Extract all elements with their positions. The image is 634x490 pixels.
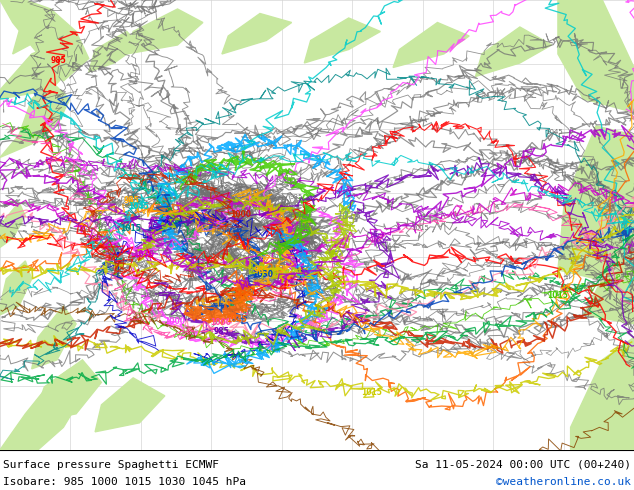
Text: 1015: 1015 bbox=[411, 224, 429, 230]
Text: 1000: 1000 bbox=[230, 210, 251, 219]
Polygon shape bbox=[32, 306, 76, 369]
Text: 985: 985 bbox=[254, 266, 269, 275]
Text: 985: 985 bbox=[214, 327, 230, 336]
Text: 1000: 1000 bbox=[210, 318, 231, 327]
Text: 1045: 1045 bbox=[226, 315, 247, 324]
Polygon shape bbox=[127, 9, 203, 54]
Text: 985: 985 bbox=[122, 203, 135, 209]
Text: Sa 11-05-2024 00:00 UTC (00+240): Sa 11-05-2024 00:00 UTC (00+240) bbox=[415, 460, 631, 470]
Text: Surface pressure Spaghetti ECMWF: Surface pressure Spaghetti ECMWF bbox=[3, 460, 219, 470]
Text: 1030: 1030 bbox=[286, 212, 304, 218]
Text: 1045: 1045 bbox=[546, 129, 564, 135]
Polygon shape bbox=[558, 126, 634, 279]
Text: Isobare: 985 1000 1015 1030 1045 hPa: Isobare: 985 1000 1015 1030 1045 hPa bbox=[3, 477, 246, 487]
Text: 985: 985 bbox=[290, 194, 303, 200]
Text: 985: 985 bbox=[94, 211, 108, 217]
Text: 1030: 1030 bbox=[293, 223, 311, 229]
Polygon shape bbox=[583, 261, 634, 324]
Polygon shape bbox=[393, 23, 469, 68]
Polygon shape bbox=[304, 18, 380, 63]
Text: 1015: 1015 bbox=[120, 224, 141, 233]
Text: 1030: 1030 bbox=[252, 270, 273, 279]
Polygon shape bbox=[0, 81, 70, 157]
Polygon shape bbox=[476, 27, 552, 76]
Text: 1045: 1045 bbox=[185, 269, 203, 275]
Polygon shape bbox=[571, 337, 634, 450]
Text: 1030: 1030 bbox=[212, 227, 230, 233]
Polygon shape bbox=[0, 369, 82, 450]
Polygon shape bbox=[0, 0, 89, 81]
Polygon shape bbox=[0, 202, 25, 247]
Text: 1015: 1015 bbox=[361, 388, 382, 397]
Text: 1015: 1015 bbox=[336, 211, 361, 221]
Text: ©weatheronline.co.uk: ©weatheronline.co.uk bbox=[496, 477, 631, 487]
Text: 1015: 1015 bbox=[274, 175, 297, 184]
Polygon shape bbox=[222, 14, 292, 54]
Polygon shape bbox=[95, 378, 165, 432]
Text: 1000: 1000 bbox=[164, 317, 185, 326]
Polygon shape bbox=[0, 261, 32, 315]
Text: 985: 985 bbox=[51, 56, 67, 65]
Text: 1015: 1015 bbox=[547, 292, 568, 300]
Text: 1030: 1030 bbox=[134, 250, 155, 259]
Text: 1045: 1045 bbox=[127, 202, 148, 211]
Text: 1045: 1045 bbox=[143, 292, 160, 298]
Polygon shape bbox=[558, 0, 634, 113]
Text: 1015: 1015 bbox=[120, 257, 138, 263]
Text: 985: 985 bbox=[124, 196, 139, 205]
Polygon shape bbox=[13, 9, 57, 54]
Text: 1030: 1030 bbox=[94, 222, 112, 228]
Polygon shape bbox=[89, 31, 139, 72]
Polygon shape bbox=[32, 360, 101, 423]
Polygon shape bbox=[0, 41, 76, 99]
